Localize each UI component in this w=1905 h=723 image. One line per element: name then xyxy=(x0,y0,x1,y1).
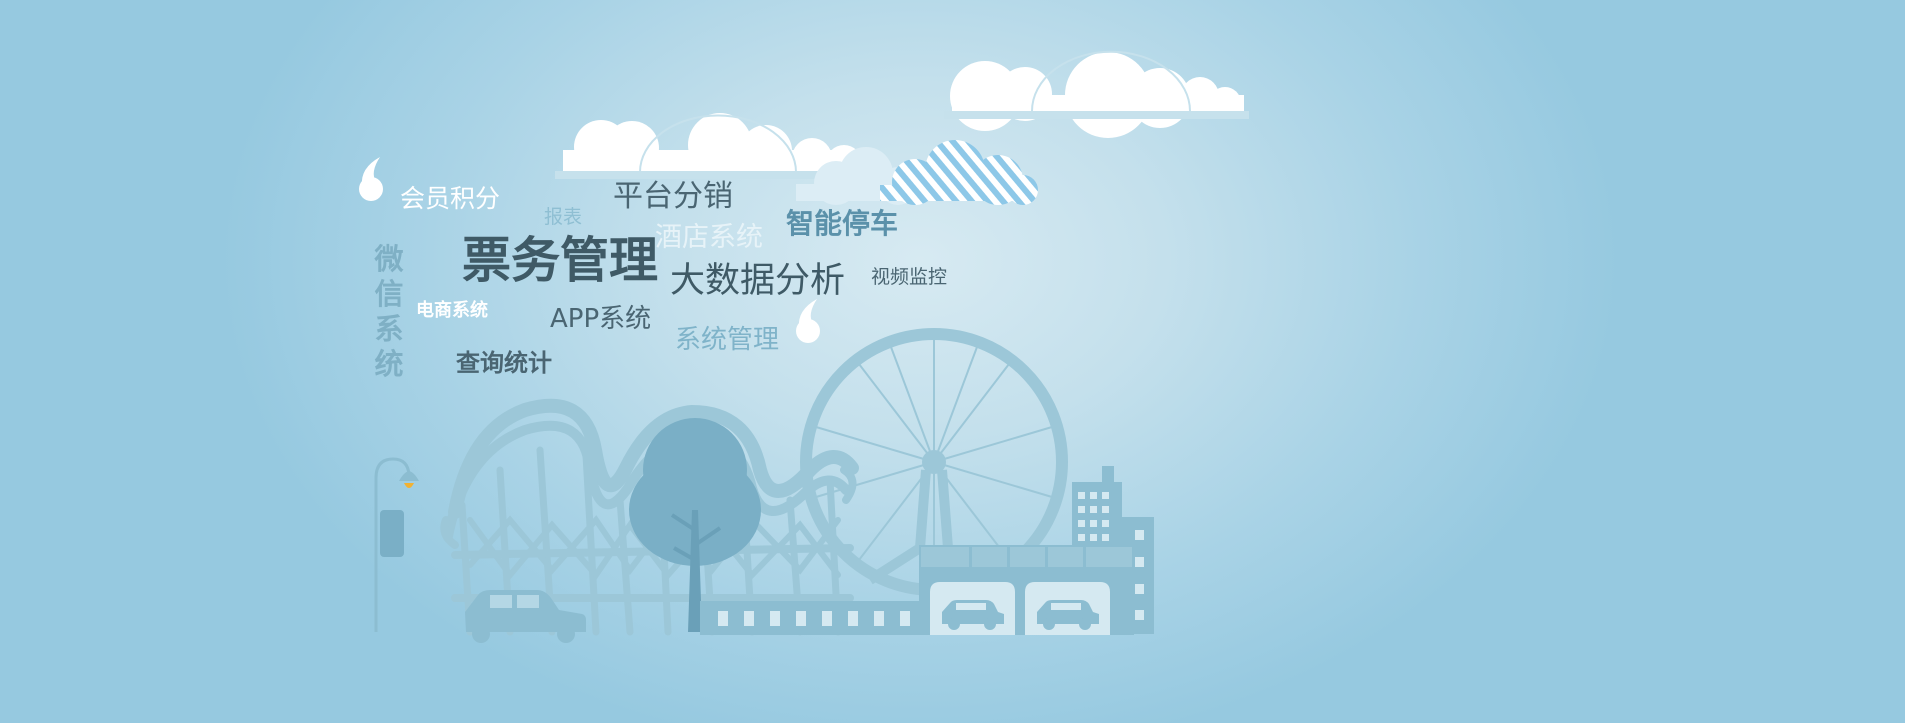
quote-open-icon xyxy=(359,157,383,201)
word-ticket-management: 票务管理 xyxy=(462,232,659,289)
word-video-monitoring: 视频监控 xyxy=(871,266,948,288)
car-left xyxy=(465,590,586,643)
word-app-system: APP系统 xyxy=(550,304,652,334)
word-hotel-system: 酒店系统 xyxy=(655,222,763,253)
tree xyxy=(629,418,761,632)
word-query-statistics: 查询统计 xyxy=(456,349,552,377)
cloud-top-right xyxy=(944,50,1249,138)
street-lamp xyxy=(374,457,419,632)
quote-close-icon xyxy=(796,299,820,343)
cloud-striped xyxy=(880,140,1038,205)
word-wechat-system: 微信系统 xyxy=(374,242,404,381)
car-garage-left xyxy=(942,600,1004,630)
fence xyxy=(700,601,922,635)
word-report: 报表 xyxy=(544,206,583,228)
car-garage-right xyxy=(1037,600,1099,630)
roller-coaster xyxy=(440,398,859,636)
word-member-points: 会员积分 xyxy=(400,184,501,213)
word-smart-parking: 智能停车 xyxy=(786,207,899,240)
parking-garage xyxy=(919,545,1134,635)
word-big-data-analysis: 大数据分析 xyxy=(670,261,846,301)
word-ecommerce-system: 电商系统 xyxy=(416,300,488,321)
word-system-management: 系统管理 xyxy=(675,325,780,355)
word-platform-distribution: 平台分销 xyxy=(613,179,733,214)
cloud-middle xyxy=(555,113,870,181)
